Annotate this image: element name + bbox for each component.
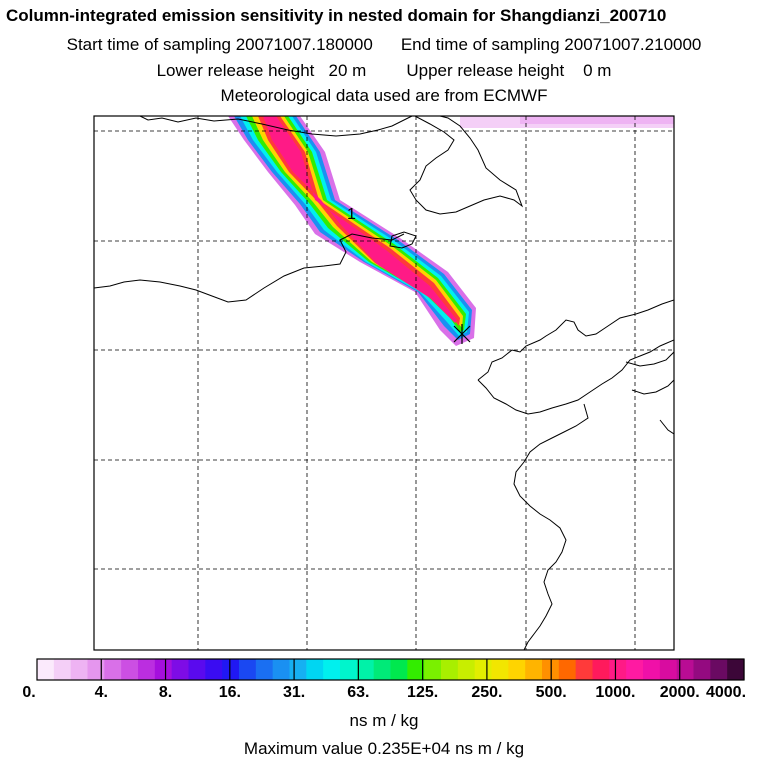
- coastline-bay: [389, 231, 417, 249]
- sampling-times: Start time of sampling 20071007.180000 En…: [0, 35, 768, 55]
- colorbar-swatch: [171, 659, 190, 680]
- colorbar-swatch: [491, 659, 509, 680]
- colorbar-swatch: [340, 659, 358, 680]
- colorbar-tick-label: 500.: [535, 684, 567, 701]
- colorbar-swatch: [37, 659, 55, 680]
- lower-release-height: Lower release height 20 m: [156, 61, 367, 80]
- colorbar-swatch: [626, 659, 644, 680]
- colorbar-swatch: [87, 659, 105, 680]
- colorbar-swatch: [222, 659, 240, 680]
- colorbar-swatch: [693, 659, 711, 680]
- colorbar-swatch: [272, 659, 291, 680]
- trajectory-marker-label: 1: [347, 206, 356, 223]
- colorbar-swatch: [121, 659, 139, 680]
- release-heights: Lower release height 20 m Upper release h…: [0, 61, 768, 81]
- colorbar-swatch: [188, 659, 206, 680]
- met-data-label: Meteorological data used are from ECMWF: [220, 86, 548, 105]
- maximum-value-label: Maximum value 0.235E+04 ns m / kg: [243, 739, 525, 758]
- colorbar-swatch: [104, 659, 122, 680]
- upper-release-height: Upper release height 0 m: [406, 61, 612, 80]
- colorbar-tick-label: 4.: [94, 684, 108, 701]
- colorbar-swatch: [138, 659, 156, 680]
- colorbar-swatch: [727, 659, 745, 680]
- colorbar-tick-label: 250.: [471, 684, 503, 701]
- map-frame: [93, 115, 675, 651]
- colorbar-swatch: [70, 659, 89, 680]
- plume-core: [263, 116, 457, 323]
- colorbar-units: ns m / kg: [349, 711, 419, 730]
- lat-lon-grid: [94, 116, 674, 650]
- colorbar-swatch: [659, 659, 678, 680]
- coastline-peninsula: [409, 116, 524, 215]
- coastline-east: [477, 299, 674, 381]
- colorbar-swatch: [205, 659, 223, 680]
- colorbar-swatch: [154, 659, 173, 680]
- colorbar-tick-label: 8.: [158, 684, 173, 701]
- colorbar-swatch: [609, 659, 627, 680]
- coastline-islands: [625, 351, 674, 435]
- colorbar-swatch: [457, 659, 476, 680]
- coastline-south: [513, 403, 589, 650]
- colorbar: [37, 659, 745, 680]
- colorbar-swatch: [592, 659, 610, 680]
- colorbar-swatch: [441, 659, 459, 680]
- top-edge-band: [460, 116, 674, 128]
- colorbar-tick-label: 2000.: [659, 684, 700, 701]
- colorbar-swatch: [575, 659, 594, 680]
- release-site-cross: [453, 324, 471, 344]
- coastline-east-2: [477, 339, 674, 415]
- title-line-1: Column-integrated emission sensitivity i…: [6, 6, 667, 25]
- colorbar-tick-label: 125.: [407, 684, 439, 701]
- colorbar-swatch: [558, 659, 577, 680]
- sensitivity-plume: [228, 116, 476, 346]
- colorbar-tick-label: 4000.: [705, 684, 747, 701]
- colorbar-swatch: [474, 659, 493, 680]
- colorbar-swatch: [239, 659, 257, 680]
- start-time-label: Start time of sampling 20071007.180000: [66, 35, 373, 54]
- colorbar-swatch: [710, 659, 728, 680]
- colorbar-swatch: [373, 659, 392, 680]
- coastline-north: [139, 116, 413, 137]
- colorbar-swatch: [255, 659, 274, 680]
- colorbar-tick-label: 0.: [22, 684, 36, 701]
- colorbar-swatch: [525, 659, 543, 680]
- end-time-label: End time of sampling 20071007.210000: [400, 35, 702, 54]
- coastlines: [94, 116, 674, 650]
- colorbar-tick-label: 1000.: [595, 684, 636, 701]
- colorbar-tick-label: 31.: [282, 684, 306, 701]
- colorbar-swatch: [289, 659, 307, 680]
- border-west: [94, 233, 405, 303]
- colorbar-swatch: [356, 659, 375, 680]
- colorbar-tick-label: 16.: [218, 684, 241, 701]
- colorbar-swatch: [676, 659, 695, 680]
- colorbar-tick-label: 63.: [347, 684, 370, 701]
- colorbar-swatch: [508, 659, 526, 680]
- colorbar-swatch: [53, 659, 72, 680]
- colorbar-dividers: [100, 659, 681, 680]
- colorbar-swatch: [643, 659, 661, 680]
- colorbar-swatch: [306, 659, 324, 680]
- colorbar-swatch: [323, 659, 341, 680]
- colorbar-swatch: [424, 659, 442, 680]
- colorbar-frame: [36, 658, 745, 681]
- colorbar-swatch: [390, 659, 408, 680]
- colorbar-swatch: [407, 659, 425, 680]
